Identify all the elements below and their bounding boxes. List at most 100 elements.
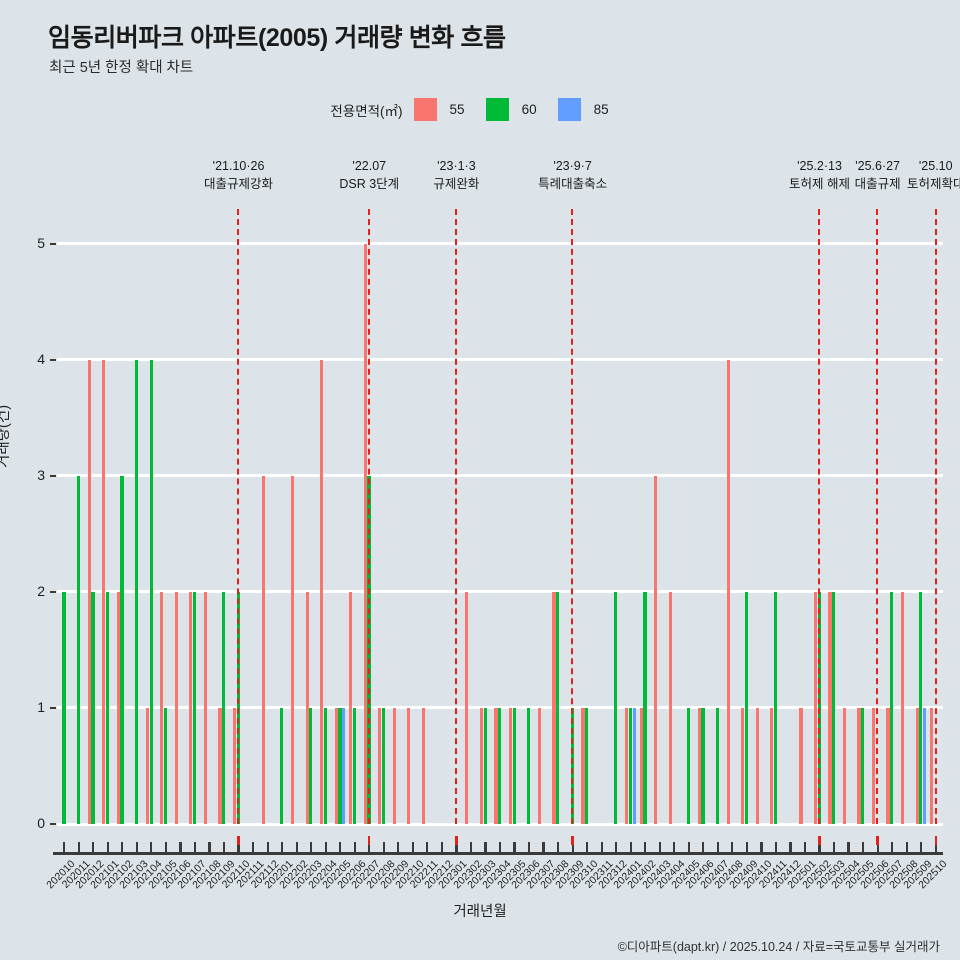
bar-202305-55[interactable] <box>508 707 513 824</box>
bar-202211-55[interactable] <box>421 707 425 824</box>
bar-202307-55[interactable] <box>537 707 542 824</box>
bar-202012-60[interactable] <box>91 591 95 824</box>
bar-202110-55[interactable] <box>232 707 237 824</box>
bar-202507-60[interactable] <box>890 591 894 824</box>
bar-202101-60[interactable] <box>105 591 110 824</box>
x-tick-202408 <box>731 842 734 853</box>
bar-202409-55[interactable] <box>741 707 745 824</box>
bar-202303-55[interactable] <box>479 707 483 824</box>
plot-area <box>57 209 943 826</box>
bar-202204-55[interactable] <box>320 359 324 824</box>
bar-202206-55[interactable] <box>349 591 353 824</box>
bar-202207-55[interactable] <box>363 243 367 824</box>
bar-202308-55[interactable] <box>552 591 556 824</box>
bar-202404-55[interactable] <box>668 591 672 824</box>
bar-202012-55[interactable] <box>87 359 91 824</box>
bar-202401-60[interactable] <box>628 707 632 824</box>
legend-item-60[interactable]: 60 <box>485 98 558 121</box>
bar-202502-55[interactable] <box>813 591 818 824</box>
bar-202402-60[interactable] <box>643 591 647 824</box>
bar-202402-55[interactable] <box>639 707 643 824</box>
legend-item-55[interactable]: 55 <box>413 98 486 121</box>
bar-202504-55[interactable] <box>842 707 847 824</box>
bar-202208-55[interactable] <box>378 707 382 824</box>
y-tick-label-0: 0 <box>37 815 45 831</box>
x-tick-202304 <box>498 842 502 853</box>
bar-202201-60[interactable] <box>280 707 284 824</box>
bar-202101-55[interactable] <box>102 359 106 824</box>
bar-202103-60[interactable] <box>134 359 139 824</box>
bar-202306-60[interactable] <box>527 707 531 824</box>
x-tick-202401 <box>629 842 632 853</box>
bar-202401-55[interactable] <box>625 707 629 824</box>
bar-202209-55[interactable] <box>392 707 396 824</box>
bar-202310-60[interactable] <box>585 707 589 824</box>
bar-202112-55[interactable] <box>261 475 266 824</box>
bar-202305-60[interactable] <box>512 707 516 824</box>
bar-202410-55[interactable] <box>755 707 759 824</box>
event-line-202510 <box>934 209 937 824</box>
legend-item-85[interactable]: 85 <box>557 98 630 121</box>
bar-202503-60[interactable] <box>832 591 836 824</box>
bar-202304-55[interactable] <box>494 707 498 824</box>
bar-202506-55[interactable] <box>871 707 876 824</box>
bar-202206-60[interactable] <box>352 707 357 824</box>
bar-202204-60[interactable] <box>323 707 327 824</box>
bar-202405-60[interactable] <box>686 707 691 824</box>
bar-202303-60[interactable] <box>483 707 487 824</box>
bar-202104-60[interactable] <box>149 359 153 824</box>
bar-202202-55[interactable] <box>290 475 295 824</box>
bar-202312-60[interactable] <box>614 591 618 824</box>
x-tick-202102 <box>121 842 124 853</box>
bar-202203-60[interactable] <box>309 707 313 824</box>
bar-202308-60[interactable] <box>556 591 560 824</box>
bar-202503-55[interactable] <box>828 591 832 824</box>
bar-202106-55[interactable] <box>174 591 178 824</box>
bar-202507-55[interactable] <box>886 707 890 824</box>
bar-202509-55[interactable] <box>915 707 919 824</box>
bar-202403-55[interactable] <box>654 475 658 824</box>
bar-202509-85[interactable] <box>923 707 927 824</box>
gridline-4 <box>57 358 943 362</box>
bar-202203-55[interactable] <box>305 591 309 824</box>
bar-202302-55[interactable] <box>465 591 469 824</box>
event-label-202510: '25.10 토허제확대 <box>907 158 960 193</box>
bar-202109-60[interactable] <box>222 591 226 824</box>
bar-202509-60[interactable] <box>919 591 923 824</box>
bar-202304-60[interactable] <box>498 707 502 824</box>
bar-202205-60[interactable] <box>338 707 342 824</box>
bar-202105-55[interactable] <box>160 591 164 824</box>
bar-202108-55[interactable] <box>203 591 207 824</box>
bar-202102-60[interactable] <box>120 475 124 824</box>
bar-202508-55[interactable] <box>901 591 905 824</box>
bar-202408-55[interactable] <box>726 359 730 824</box>
bar-202501-55[interactable] <box>799 707 803 824</box>
bar-202401-85[interactable] <box>632 707 636 824</box>
bar-202510-55[interactable] <box>930 707 934 824</box>
bar-202102-55[interactable] <box>116 591 120 824</box>
bar-202406-55[interactable] <box>697 707 701 824</box>
bar-202107-55[interactable] <box>189 591 193 824</box>
bar-202105-60[interactable] <box>164 707 168 824</box>
bar-202208-60[interactable] <box>381 707 386 824</box>
bar-202406-60[interactable] <box>701 707 705 824</box>
bar-202411-55[interactable] <box>770 707 774 824</box>
bar-202409-60[interactable] <box>745 591 749 824</box>
bar-202011-60[interactable] <box>76 475 81 824</box>
x-tick-202303 <box>484 842 487 853</box>
bar-202107-60[interactable] <box>193 591 197 824</box>
bar-202505-60[interactable] <box>861 707 865 824</box>
bar-202104-55[interactable] <box>145 707 149 824</box>
bar-202411-60[interactable] <box>774 591 778 824</box>
event-tick-202207 <box>368 836 371 845</box>
bar-202505-55[interactable] <box>857 707 861 824</box>
legend-label-60: 60 <box>521 102 537 117</box>
bar-202010-60[interactable] <box>62 591 66 824</box>
bar-202407-60[interactable] <box>715 707 720 824</box>
bar-202205-85[interactable] <box>342 707 346 824</box>
bar-202205-55[interactable] <box>334 707 338 824</box>
bar-202210-55[interactable] <box>407 707 411 824</box>
x-tick-202309 <box>571 842 574 853</box>
bar-202310-55[interactable] <box>581 707 585 824</box>
bar-202109-55[interactable] <box>218 707 222 824</box>
